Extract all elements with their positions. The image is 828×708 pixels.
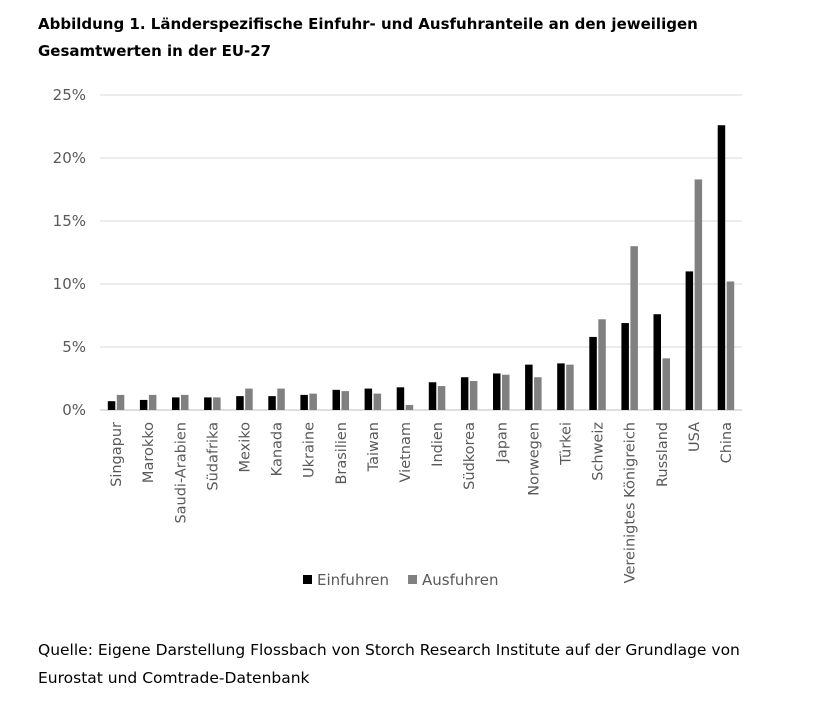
- bar-einfuhren: [653, 314, 661, 410]
- y-tick-label: 10%: [53, 275, 86, 293]
- bar-ausfuhren: [309, 393, 317, 410]
- bar-ausfuhren: [469, 381, 478, 410]
- x-tick-label: China: [719, 422, 735, 463]
- bar-ausfuhren: [148, 394, 157, 410]
- x-tick-label: Kanada: [270, 422, 286, 476]
- bar-einfuhren: [300, 394, 308, 410]
- bar-einfuhren: [685, 271, 694, 410]
- bar-einfuhren: [589, 336, 597, 410]
- bar-ausfuhren: [181, 394, 189, 410]
- y-tick-label: 25%: [53, 86, 86, 104]
- legend-swatch: [408, 575, 418, 584]
- bar-ausfuhren: [405, 404, 414, 410]
- x-tick-label: Schweiz: [591, 422, 607, 481]
- legend-label: Einfuhren: [317, 571, 389, 589]
- bar-einfuhren: [332, 389, 340, 410]
- x-tick-label: Türkei: [558, 422, 574, 466]
- bar-einfuhren: [139, 399, 148, 410]
- y-tick-label: 5%: [62, 338, 86, 356]
- bar-ausfuhren: [245, 388, 253, 410]
- bar-einfuhren: [525, 364, 533, 410]
- bar-einfuhren: [364, 388, 373, 410]
- x-tick-label: Mexiko: [237, 422, 253, 473]
- bar-ausfuhren: [213, 397, 221, 410]
- x-tick-label: Südkorea: [462, 422, 478, 490]
- chart-title: Abbildung 1. Länderspezifische Einfuhr- …: [38, 15, 698, 60]
- bar-ausfuhren: [277, 388, 285, 410]
- x-tick-label: Norwegen: [526, 422, 542, 496]
- bar-einfuhren: [107, 401, 116, 410]
- y-tick-label: 15%: [53, 212, 86, 230]
- bar-einfuhren: [460, 377, 469, 410]
- x-tick-label: Japan: [494, 422, 510, 463]
- bar-einfuhren: [717, 125, 726, 411]
- bar-einfuhren: [396, 387, 405, 410]
- y-tick-label: 20%: [53, 149, 86, 167]
- bar-ausfuhren: [373, 393, 382, 410]
- bar-einfuhren: [428, 382, 437, 410]
- legend-swatch: [303, 575, 312, 584]
- bar-ausfuhren: [598, 319, 606, 410]
- bar-ausfuhren: [502, 374, 510, 410]
- x-tick-label: Marokko: [141, 422, 157, 483]
- bar-ausfuhren: [630, 246, 638, 410]
- x-tick-label: Taiwan: [366, 422, 382, 472]
- bar-einfuhren: [493, 373, 501, 410]
- gridlines: [100, 94, 742, 411]
- bar-chart: 0% 5% 10% 15% 20% 25% Singapur Marokko Saudi-Ar…: [53, 86, 742, 589]
- bar-einfuhren: [621, 323, 629, 410]
- bar-einfuhren: [172, 397, 180, 410]
- bar-einfuhren: [268, 396, 276, 410]
- x-axis-labels: Singapur Marokko Saudi-Arabien Südafrika Mex…: [109, 422, 735, 583]
- x-tick-label: Vereinigtes Königreich: [623, 422, 639, 583]
- y-tick-label: 0%: [62, 401, 86, 419]
- legend: Einfuhren Ausfuhren: [303, 571, 498, 589]
- bar-ausfuhren: [662, 358, 670, 410]
- bar-ausfuhren: [566, 364, 574, 410]
- bars: [107, 125, 735, 411]
- bar-einfuhren: [236, 396, 244, 410]
- x-tick-label: Russland: [655, 422, 671, 487]
- bar-ausfuhren: [534, 377, 542, 410]
- x-tick-label: USA: [687, 422, 703, 452]
- source-note: Quelle: Eigene Darstellung Flossbach von…: [38, 641, 740, 687]
- bar-einfuhren: [204, 397, 212, 410]
- bar-ausfuhren: [116, 394, 125, 410]
- x-tick-label: Indien: [430, 422, 446, 467]
- x-tick-label: Singapur: [109, 422, 125, 487]
- x-tick-label: Brasilien: [334, 422, 350, 485]
- bar-ausfuhren: [437, 386, 446, 410]
- x-tick-label: Ukraine: [302, 422, 318, 478]
- bar-einfuhren: [557, 363, 565, 410]
- x-tick-label: Vietnam: [398, 422, 414, 482]
- bar-ausfuhren: [726, 281, 735, 410]
- bar-ausfuhren: [341, 391, 349, 410]
- y-axis-labels: 0% 5% 10% 15% 20% 25%: [53, 86, 86, 419]
- legend-label: Ausfuhren: [422, 571, 498, 589]
- x-tick-label: Südafrika: [205, 422, 221, 491]
- bar-ausfuhren: [694, 179, 703, 410]
- x-tick-label: Saudi-Arabien: [173, 422, 189, 524]
